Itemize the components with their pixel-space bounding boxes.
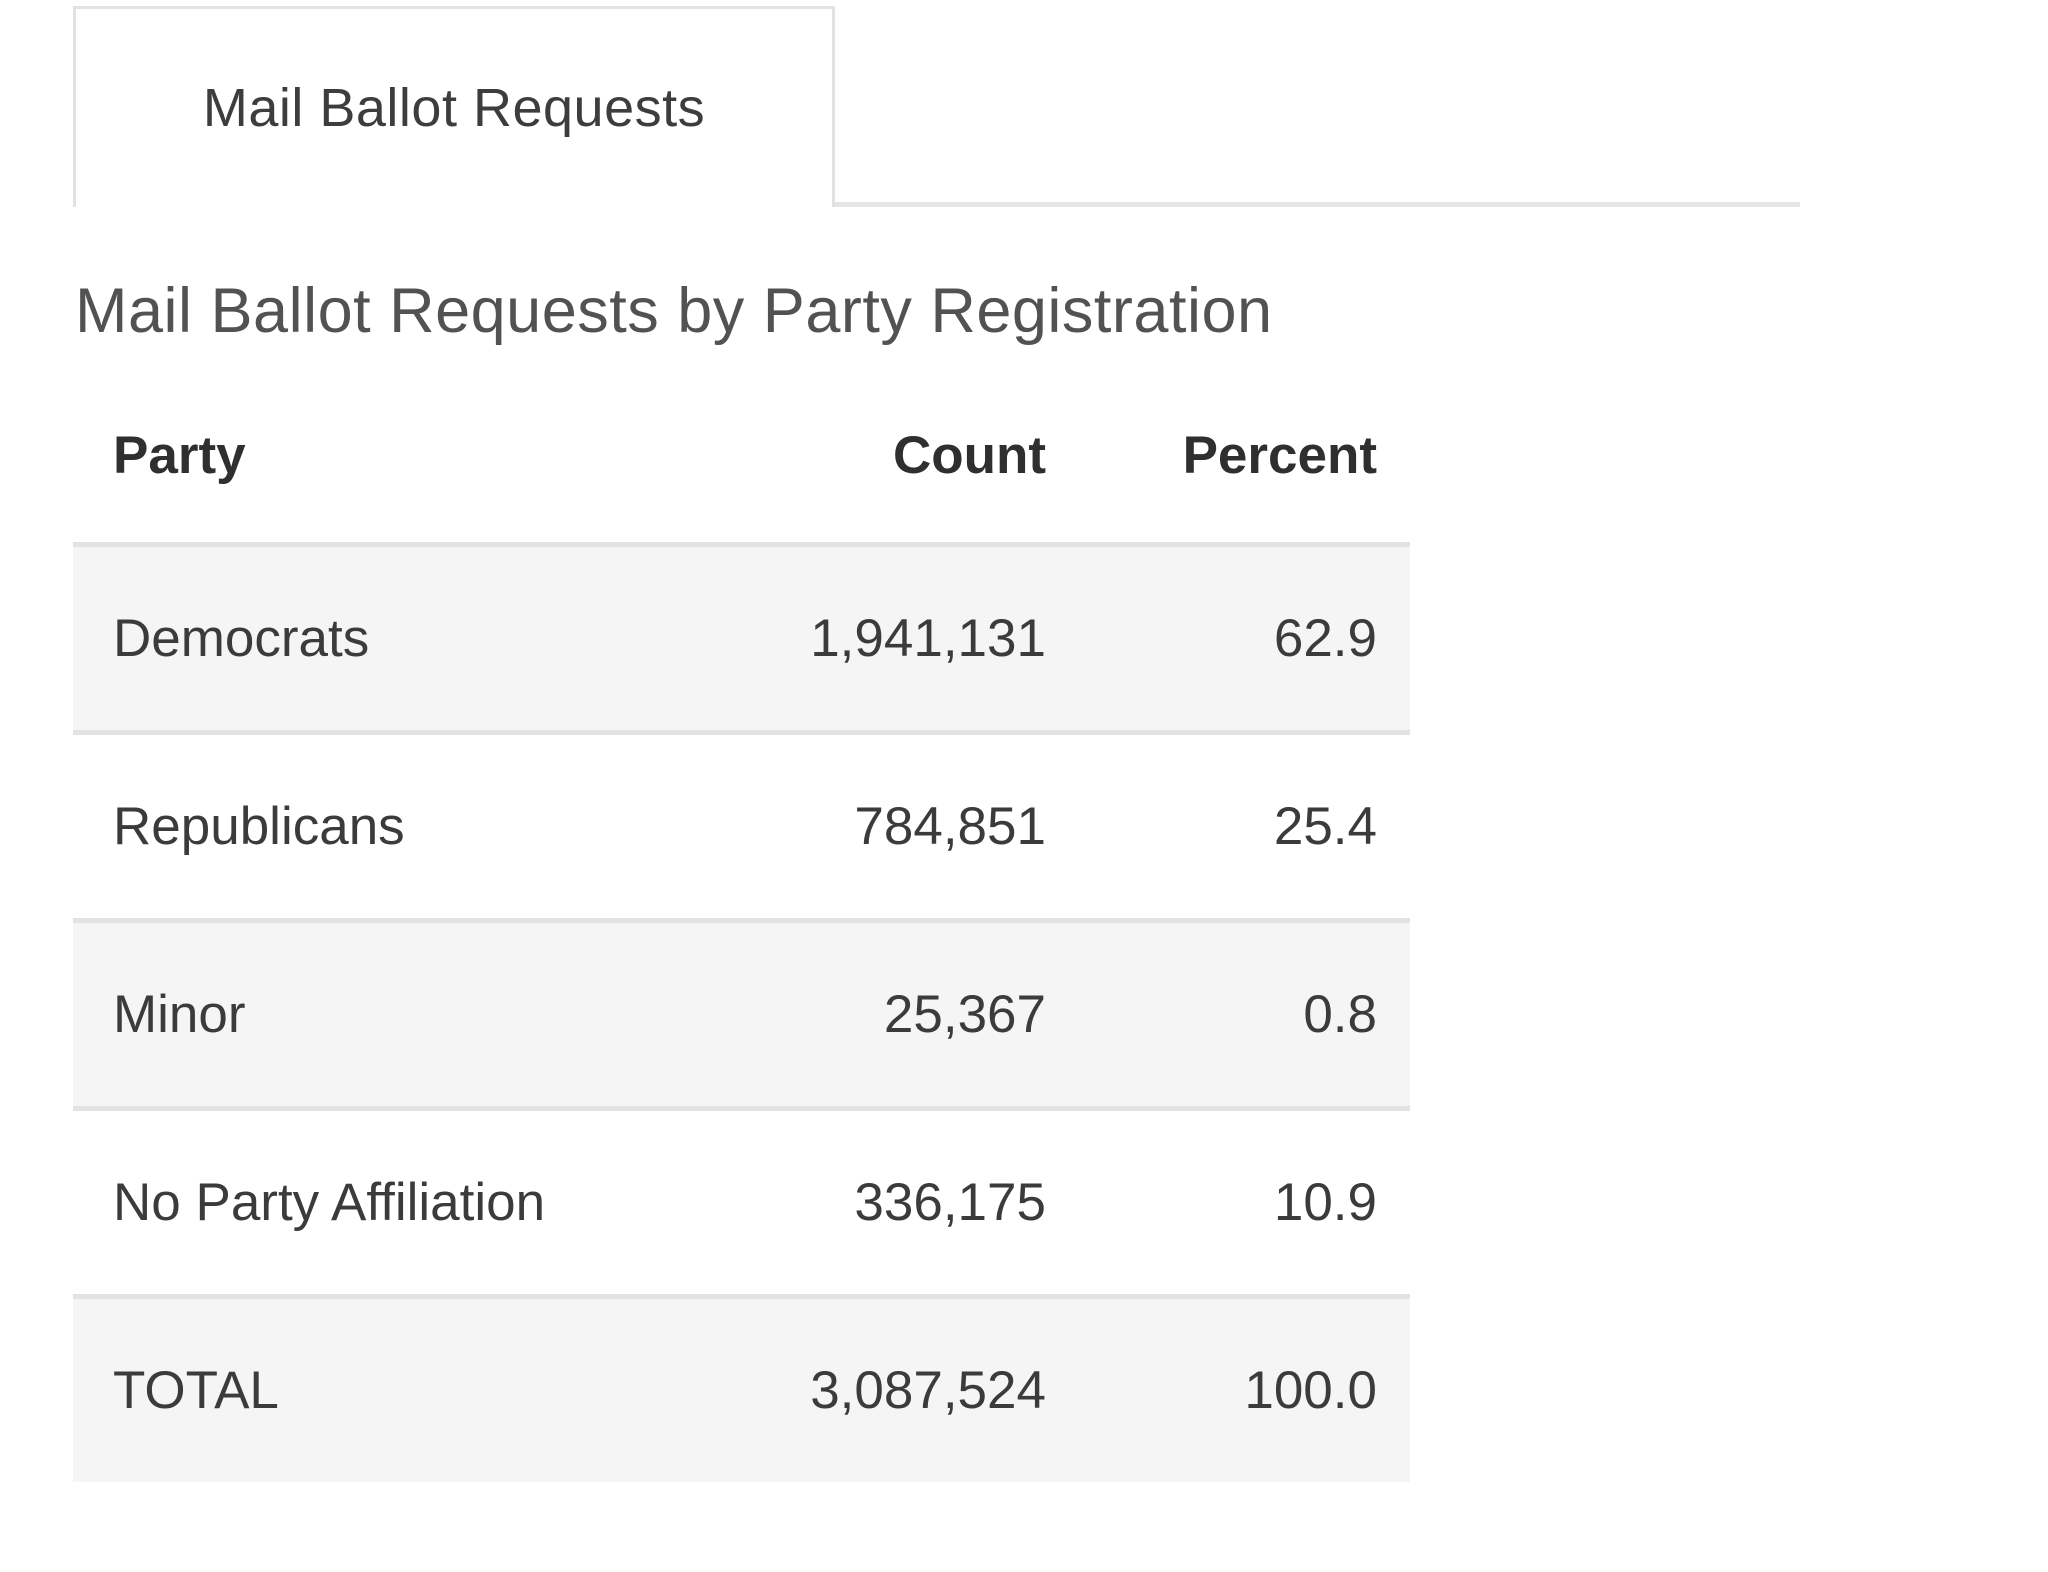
tab-strip-divider [835, 202, 1800, 207]
count-cell: 3,087,524 [810, 1361, 1046, 1420]
count-cell: 784,851 [854, 797, 1046, 856]
percent-cell: 0.8 [1303, 985, 1377, 1044]
mail-ballot-requests-table: Party Count Percent Democrats 1,941,131 … [73, 425, 1410, 1482]
page-title: Mail Ballot Requests by Party Registrati… [75, 276, 1273, 346]
tab-strip: Mail Ballot Requests [0, 0, 2048, 207]
party-cell: Republicans [113, 797, 405, 856]
tab-label: Mail Ballot Requests [202, 78, 706, 138]
table-header: Party Count Percent [73, 425, 1410, 545]
party-cell: Minor [113, 985, 246, 1044]
party-cell: Democrats [113, 609, 370, 668]
header-row: Party Count Percent [73, 425, 1410, 545]
percent-cell: 10.9 [1273, 1173, 1377, 1232]
party-cell: TOTAL [113, 1361, 279, 1420]
count-cell: 1,941,131 [810, 609, 1046, 668]
table-row-no-party-affiliation: No Party Affiliation 336,175 10.9 [73, 1108, 1410, 1297]
percent-cell: 100.0 [1244, 1361, 1377, 1420]
tab-mail-ballot-requests[interactable]: Mail Ballot Requests [73, 6, 835, 207]
table-row-total: TOTAL 3,087,524 100.0 [73, 1296, 1410, 1482]
party-cell: No Party Affiliation [113, 1173, 546, 1232]
column-header-party: Party [113, 426, 246, 485]
percent-cell: 62.9 [1273, 609, 1377, 668]
table-body: Democrats 1,941,131 62.9 Republicans 784… [73, 544, 1410, 1482]
count-cell: 336,175 [854, 1173, 1046, 1232]
table-row-minor: Minor 25,367 0.8 [73, 920, 1410, 1109]
count-cell: 25,367 [883, 985, 1046, 1044]
table-row-republicans: Republicans 784,851 25.4 [73, 732, 1410, 921]
table-row-democrats: Democrats 1,941,131 62.9 [73, 544, 1410, 733]
column-header-percent: Percent [1182, 426, 1377, 485]
percent-cell: 25.4 [1273, 797, 1377, 856]
column-header-count: Count [892, 426, 1046, 485]
